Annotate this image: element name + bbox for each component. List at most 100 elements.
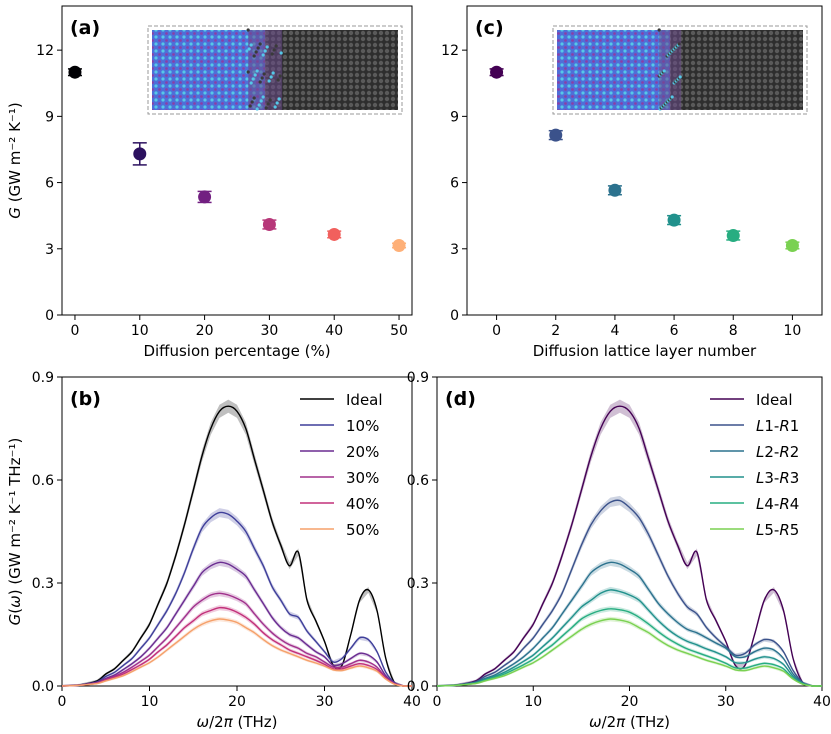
- data-point: [490, 66, 503, 79]
- inset-atom: [248, 47, 251, 50]
- inset-atom: [251, 100, 254, 103]
- data-point: [133, 147, 146, 160]
- data-point: [608, 184, 621, 197]
- inset-atom: [671, 95, 674, 98]
- y-tick-label: 0: [450, 308, 459, 324]
- inset-atom: [270, 75, 273, 78]
- inset-atom: [275, 44, 278, 47]
- inset-atom: [269, 98, 272, 101]
- x-tick-label: 40: [325, 323, 343, 339]
- inset-atom: [256, 107, 259, 110]
- y-tick-label: 0.9: [407, 370, 429, 386]
- y-tick-label: 9: [450, 109, 459, 125]
- y-tick-label: 0.9: [32, 370, 54, 386]
- legend-entry: L4-R4: [756, 495, 799, 513]
- x-axis-label: Diffusion percentage (%): [143, 342, 330, 360]
- inset-right-material: [670, 30, 803, 110]
- x-axis-label: Diffusion lattice layer number: [533, 342, 757, 360]
- y-tick-label: 6: [45, 176, 54, 192]
- inset-atom: [268, 79, 271, 82]
- inset-atom: [249, 104, 252, 107]
- y-tick-label: 6: [450, 176, 459, 192]
- inset-atom: [262, 95, 265, 98]
- inset-atom: [247, 28, 250, 31]
- inset-atom: [658, 28, 661, 31]
- panel-label: (c): [475, 17, 504, 39]
- inset-atom: [274, 105, 277, 108]
- x-tick-label: 30: [260, 323, 278, 339]
- x-tick-label: 0: [58, 694, 67, 710]
- legend-entry: 30%: [346, 469, 379, 487]
- data-point: [393, 239, 406, 252]
- x-tick-label: 2: [551, 323, 560, 339]
- x-tick-label: 40: [403, 694, 421, 710]
- inset-atom: [265, 106, 268, 109]
- inset-atom: [256, 69, 259, 72]
- y-tick-label: 0.3: [407, 576, 429, 592]
- inset-atom: [255, 50, 258, 53]
- inset-atom: [267, 102, 270, 105]
- x-tick-label: 0: [492, 323, 501, 339]
- data-point: [328, 228, 341, 241]
- inset-atom: [260, 99, 263, 102]
- y-tick-label: 0.6: [32, 473, 54, 489]
- x-axis-label: ω/2π (THz): [197, 713, 278, 731]
- inset-atom: [663, 69, 666, 72]
- inset-atom: [678, 42, 681, 45]
- structure-inset: [553, 26, 807, 114]
- inset-atom: [679, 75, 682, 78]
- figure: 0 10 20 30 40 50036912Diffusion percentage (%…: [0, 0, 831, 734]
- inset-atom: [252, 77, 255, 80]
- legend-entry: L2-R2: [756, 443, 799, 461]
- panel-b: 0 10 20 30 40 0.0 0.3 0.6 0.9 ω/2π (THz) G(ω) (GW …: [6, 370, 421, 731]
- legend-entry: Ideal: [346, 391, 383, 409]
- panel-label: (b): [70, 388, 101, 410]
- x-tick-label: 8: [729, 323, 738, 339]
- inset-atom: [250, 43, 253, 46]
- y-tick-label: 0: [45, 308, 54, 324]
- legend: IdealL1-R1L2-R2L3-R3L4-R4L5-R5: [710, 391, 799, 539]
- legend-entry: 50%: [346, 521, 379, 539]
- x-tick-label: 20: [196, 323, 214, 339]
- inset-right-material: [265, 30, 398, 110]
- legend-entry: L5-R5: [756, 521, 799, 539]
- inset-atom: [279, 74, 282, 77]
- y-tick-label: 0.6: [407, 473, 429, 489]
- y-tick-label: 0.0: [32, 679, 54, 695]
- x-tick-label: 40: [813, 694, 831, 710]
- legend-entry: Ideal: [756, 391, 793, 409]
- inset-atom: [254, 73, 257, 76]
- legend-entry: 40%: [346, 495, 379, 513]
- panel-c: 0 2 4 6 8 10 0 3 6 9 12 Diffusion lattice layer num…: [441, 6, 822, 360]
- x-tick-label: 30: [717, 694, 735, 710]
- inset-atom: [280, 51, 283, 54]
- data-point: [786, 239, 799, 252]
- inset-atom: [253, 54, 256, 57]
- inset-atom: [250, 81, 253, 84]
- x-axis-label: ω/2π (THz): [589, 713, 670, 731]
- x-tick-label: 0: [71, 323, 80, 339]
- x-tick-label: 20: [621, 694, 639, 710]
- legend-entry: L3-R3: [756, 469, 799, 487]
- structure-inset: [148, 26, 402, 114]
- inset-atom: [258, 103, 261, 106]
- data-point: [263, 218, 276, 231]
- x-tick-label: 10: [524, 694, 542, 710]
- y-axis-label: G (GW m⁻² K⁻¹): [6, 102, 24, 218]
- legend-entry: 20%: [346, 443, 379, 461]
- inset-atom: [257, 46, 260, 49]
- x-tick-label: 30: [316, 694, 334, 710]
- inset-atom: [259, 80, 262, 83]
- inset-atom: [272, 71, 275, 74]
- data-point: [198, 190, 211, 203]
- y-tick-label: 9: [45, 109, 54, 125]
- data-point: [68, 66, 81, 79]
- panel-d: 0 10 20 30 40 0.0 0.3 0.6 0.9 ω/2π (THz) (d) Ideal L…: [407, 370, 831, 731]
- inset-atom: [261, 76, 264, 79]
- legend: Ideal 10% 20% 30% 40% 50%: [300, 391, 383, 539]
- data-point: [549, 129, 562, 142]
- y-tick-label: 3: [45, 242, 54, 258]
- y-tick-label: 0.0: [407, 679, 429, 695]
- inset-atom: [262, 53, 265, 56]
- inset-atom: [253, 96, 256, 99]
